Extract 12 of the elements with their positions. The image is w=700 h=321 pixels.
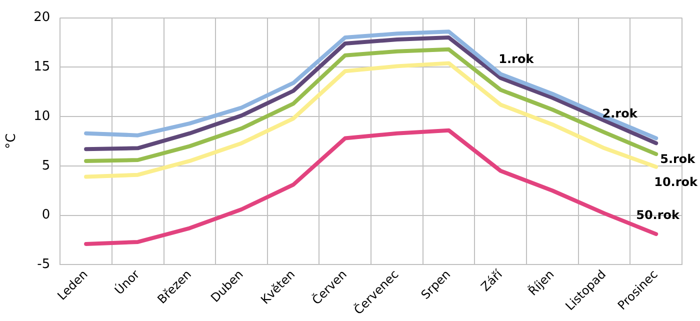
y-tick-label: 20 (34, 10, 50, 26)
series-label: 5.rok (660, 152, 696, 166)
y-tick-label: 5 (42, 158, 50, 174)
y-tick-label: 0 (42, 208, 50, 223)
series-label: 1.rok (498, 52, 535, 66)
y-axis-title: °C (4, 133, 20, 150)
y-tick-label: 15 (34, 60, 50, 75)
y-tick-label: 10 (34, 108, 50, 124)
series-label: 10.rok (654, 175, 699, 190)
series-label: 50.rok (636, 208, 681, 222)
series-label: 2.rok (602, 106, 638, 121)
y-tick-label: -5 (37, 257, 50, 272)
